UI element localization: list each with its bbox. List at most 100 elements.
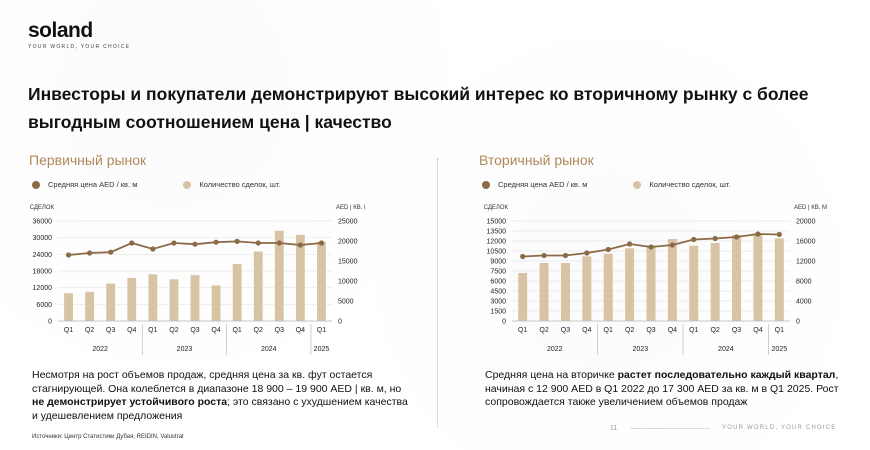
category-label: Q1 bbox=[518, 327, 527, 334]
primary-market-chart: СДЕЛОК AED | КВ. М 0 6000 12000 18000 24000 300… bbox=[30, 205, 365, 355]
year-label: 2025 bbox=[772, 346, 788, 353]
bar bbox=[560, 263, 570, 321]
price-point bbox=[691, 236, 697, 243]
right-tick-label: 4000 bbox=[796, 299, 812, 306]
category-label: Q2 bbox=[254, 327, 263, 334]
price-point bbox=[318, 240, 325, 246]
category-label: Q4 bbox=[582, 327, 591, 334]
category-label: Q4 bbox=[211, 327, 220, 334]
primary-market-panel: Первичный рынок Средняя цена AED / кв. м… bbox=[20, 152, 430, 362]
left-tick-label: 10500 bbox=[487, 249, 507, 256]
category-label: Q2 bbox=[625, 327, 634, 334]
right-tick-label: 20000 bbox=[796, 219, 816, 226]
bar bbox=[253, 251, 263, 321]
legend-line-marker bbox=[482, 180, 490, 189]
year-label: 2022 bbox=[92, 346, 108, 353]
price-point bbox=[150, 246, 156, 252]
left-tick-label: 18000 bbox=[33, 269, 53, 276]
year-label: 2024 bbox=[718, 346, 734, 353]
category-label: Q4 bbox=[753, 327, 762, 334]
secondary-market-note: Средняя цена на вторичке растет последов… bbox=[485, 369, 845, 410]
note-emphasis: не демонстрирует устойчивого роста bbox=[32, 396, 228, 408]
right-tick-label: 0 bbox=[338, 319, 342, 326]
price-point bbox=[562, 252, 569, 259]
logo-wordmark: soland bbox=[28, 19, 93, 42]
left-tick-label: 15000 bbox=[487, 219, 507, 226]
left-tick-label: 30000 bbox=[33, 235, 53, 242]
category-label: Q3 bbox=[106, 327, 115, 334]
bar bbox=[710, 243, 720, 321]
price-point bbox=[627, 241, 633, 247]
price-point bbox=[669, 242, 675, 248]
bar bbox=[64, 293, 73, 321]
legend-item-price: Средняя цена AED / кв. м bbox=[482, 180, 587, 189]
legend-bar-marker bbox=[183, 180, 192, 189]
left-axis-label: СДЕЛОК bbox=[484, 205, 509, 211]
price-point bbox=[605, 246, 611, 253]
bar bbox=[190, 275, 200, 321]
price-point bbox=[520, 253, 526, 260]
note-text: , начиная с 12 900 AED в Q1 2022 до 17 3… bbox=[485, 369, 839, 408]
category-label: Q3 bbox=[732, 327, 741, 334]
right-tick-label: 12000 bbox=[796, 259, 816, 266]
note-text: ; это связано с ухудшением качества и уд… bbox=[32, 396, 408, 422]
left-tick-label: 3000 bbox=[490, 299, 506, 306]
price-point bbox=[297, 242, 303, 248]
category-label: Q3 bbox=[646, 327, 655, 334]
bar bbox=[603, 253, 613, 321]
category-label: Q1 bbox=[775, 327, 784, 334]
category-label: Q1 bbox=[689, 327, 698, 334]
right-tick-label: 20000 bbox=[338, 239, 358, 246]
category-label: Q1 bbox=[232, 327, 241, 334]
category-label: Q2 bbox=[710, 327, 719, 334]
right-axis-label: AED | КВ. М bbox=[794, 205, 827, 211]
bar bbox=[753, 233, 763, 321]
bar bbox=[148, 274, 158, 321]
year-label: 2023 bbox=[633, 346, 649, 353]
left-tick-label: 12000 bbox=[487, 239, 507, 246]
legend-item-deals: Количество сделок, шт. bbox=[183, 180, 281, 189]
right-tick-label: 16000 bbox=[796, 239, 816, 246]
left-tick-label: 9000 bbox=[490, 259, 506, 266]
price-point bbox=[541, 252, 547, 259]
left-tick-label: 12000 bbox=[33, 285, 53, 292]
price-point bbox=[87, 250, 93, 256]
price-point bbox=[255, 240, 261, 246]
bar bbox=[211, 285, 221, 321]
bar bbox=[625, 248, 635, 321]
left-tick-label: 0 bbox=[48, 319, 52, 326]
left-tick-label: 13500 bbox=[487, 229, 507, 236]
left-axis-label: СДЕЛОК bbox=[30, 205, 55, 211]
year-label: 2025 bbox=[314, 346, 330, 353]
right-tick-label: 10000 bbox=[338, 279, 358, 286]
left-tick-label: 7500 bbox=[490, 269, 506, 276]
price-point bbox=[648, 244, 654, 250]
secondary-legend: Средняя цена AED / кв. м Количество сдел… bbox=[482, 180, 731, 189]
secondary-market-title: Вторичный рынок bbox=[479, 152, 594, 168]
category-label: Q4 bbox=[296, 327, 305, 334]
right-tick-label: 0 bbox=[796, 319, 800, 326]
bar bbox=[539, 263, 549, 321]
secondary-market-chart: СДЕЛОК AED | КВ. М 0 1500 3000 4500 6000 7500 90… bbox=[484, 205, 827, 355]
bar bbox=[295, 234, 305, 321]
primary-legend: Средняя цена AED / кв. м Количество сдел… bbox=[32, 180, 281, 189]
price-point bbox=[712, 235, 718, 242]
price-point bbox=[584, 250, 590, 256]
bar bbox=[646, 245, 656, 321]
year-label: 2023 bbox=[177, 346, 193, 353]
price-point bbox=[755, 231, 761, 237]
right-tick-label: 25000 bbox=[338, 219, 358, 226]
bar bbox=[518, 273, 528, 321]
bar bbox=[667, 239, 677, 321]
price-point bbox=[276, 240, 282, 246]
category-label: Q3 bbox=[561, 327, 570, 334]
bar bbox=[774, 238, 784, 321]
logo-tagline: YOUR WORLD, YOUR CHOICE bbox=[28, 44, 131, 50]
legend-line-marker bbox=[32, 180, 40, 189]
price-point bbox=[776, 231, 782, 238]
legend-label-deals: Количество сделок, шт. bbox=[199, 180, 281, 189]
footer-tagline: YOUR WORLD, YOUR CHOICE bbox=[722, 425, 837, 431]
category-label: Q4 bbox=[668, 327, 677, 334]
category-label: Q3 bbox=[275, 327, 284, 334]
right-tick-label: 5000 bbox=[338, 299, 354, 306]
